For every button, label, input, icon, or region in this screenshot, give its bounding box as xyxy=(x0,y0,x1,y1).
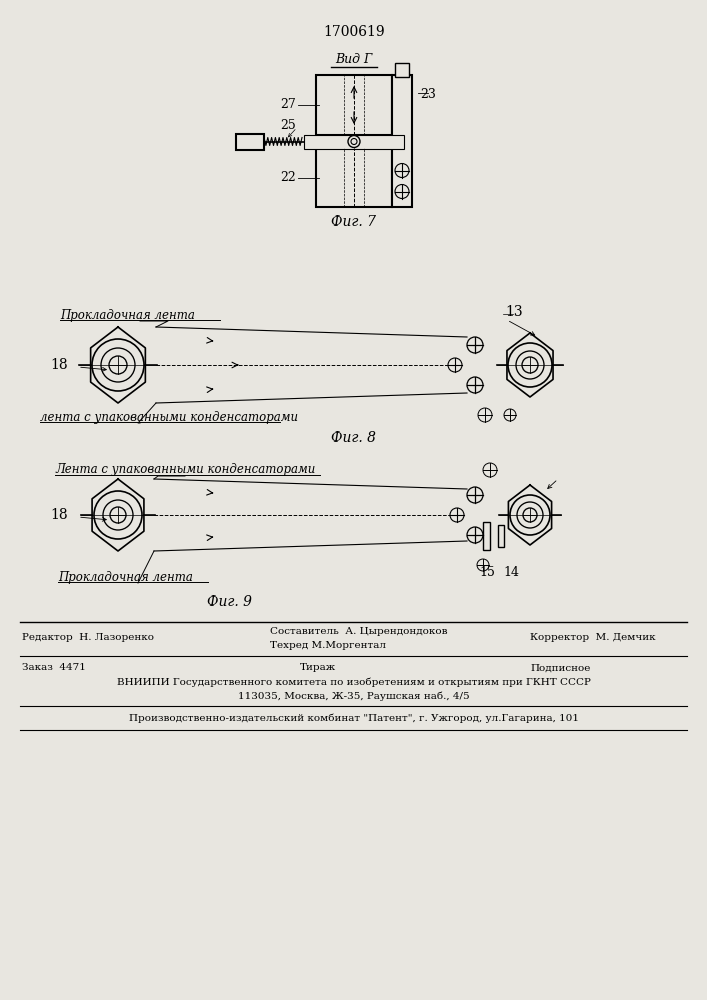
Text: 13: 13 xyxy=(505,305,522,319)
Text: Прокладочная лента: Прокладочная лента xyxy=(58,572,193,584)
Bar xyxy=(316,148,392,207)
Text: Корректор  М. Демчик: Корректор М. Демчик xyxy=(530,634,655,643)
Text: Техред М.Моргентал: Техред М.Моргентал xyxy=(270,642,386,650)
Bar xyxy=(392,75,412,207)
Text: Заказ  4471: Заказ 4471 xyxy=(22,664,86,672)
Text: 27: 27 xyxy=(280,99,296,111)
Text: Редактор  Н. Лазоренко: Редактор Н. Лазоренко xyxy=(22,634,154,643)
Bar xyxy=(498,525,504,547)
Text: 14: 14 xyxy=(503,566,519,580)
Text: 22: 22 xyxy=(280,171,296,184)
Bar xyxy=(483,522,490,550)
Text: лента с упакованными конденсаторами: лента с упакованными конденсаторами xyxy=(40,410,298,424)
Text: Тираж: Тираж xyxy=(300,664,336,672)
Text: Лента с упакованными конденсаторами: Лента с упакованными конденсаторами xyxy=(55,464,315,477)
Text: 113035, Москва, Ж-35, Раушская наб., 4/5: 113035, Москва, Ж-35, Раушская наб., 4/5 xyxy=(238,691,470,701)
Bar xyxy=(316,75,392,135)
Bar xyxy=(304,134,404,148)
Text: Подписное: Подписное xyxy=(530,664,590,672)
Text: Вид Г: Вид Г xyxy=(335,53,373,66)
Text: 18: 18 xyxy=(50,358,68,372)
Text: Производственно-издательский комбинат "Патент", г. Ужгород, ул.Гагарина, 101: Производственно-издательский комбинат "П… xyxy=(129,713,579,723)
Text: Фиг. 7: Фиг. 7 xyxy=(332,215,377,229)
Text: Фиг. 8: Фиг. 8 xyxy=(332,431,377,445)
Text: ВНИИПИ Государственного комитета по изобретениям и открытиям при ГКНТ СССР: ВНИИПИ Государственного комитета по изоб… xyxy=(117,677,591,687)
Text: 25: 25 xyxy=(280,119,296,132)
Text: 18: 18 xyxy=(50,508,68,522)
Text: Фиг. 9: Фиг. 9 xyxy=(207,595,252,609)
Bar xyxy=(395,63,409,77)
Text: 15: 15 xyxy=(479,566,495,580)
Text: 23: 23 xyxy=(420,89,436,102)
Circle shape xyxy=(348,135,360,147)
Text: Составитель  А. Цырендондоков: Составитель А. Цырендондоков xyxy=(270,628,448,637)
Text: 1700619: 1700619 xyxy=(323,25,385,39)
Bar xyxy=(236,133,264,149)
Text: Прокладочная лента: Прокладочная лента xyxy=(60,308,195,322)
